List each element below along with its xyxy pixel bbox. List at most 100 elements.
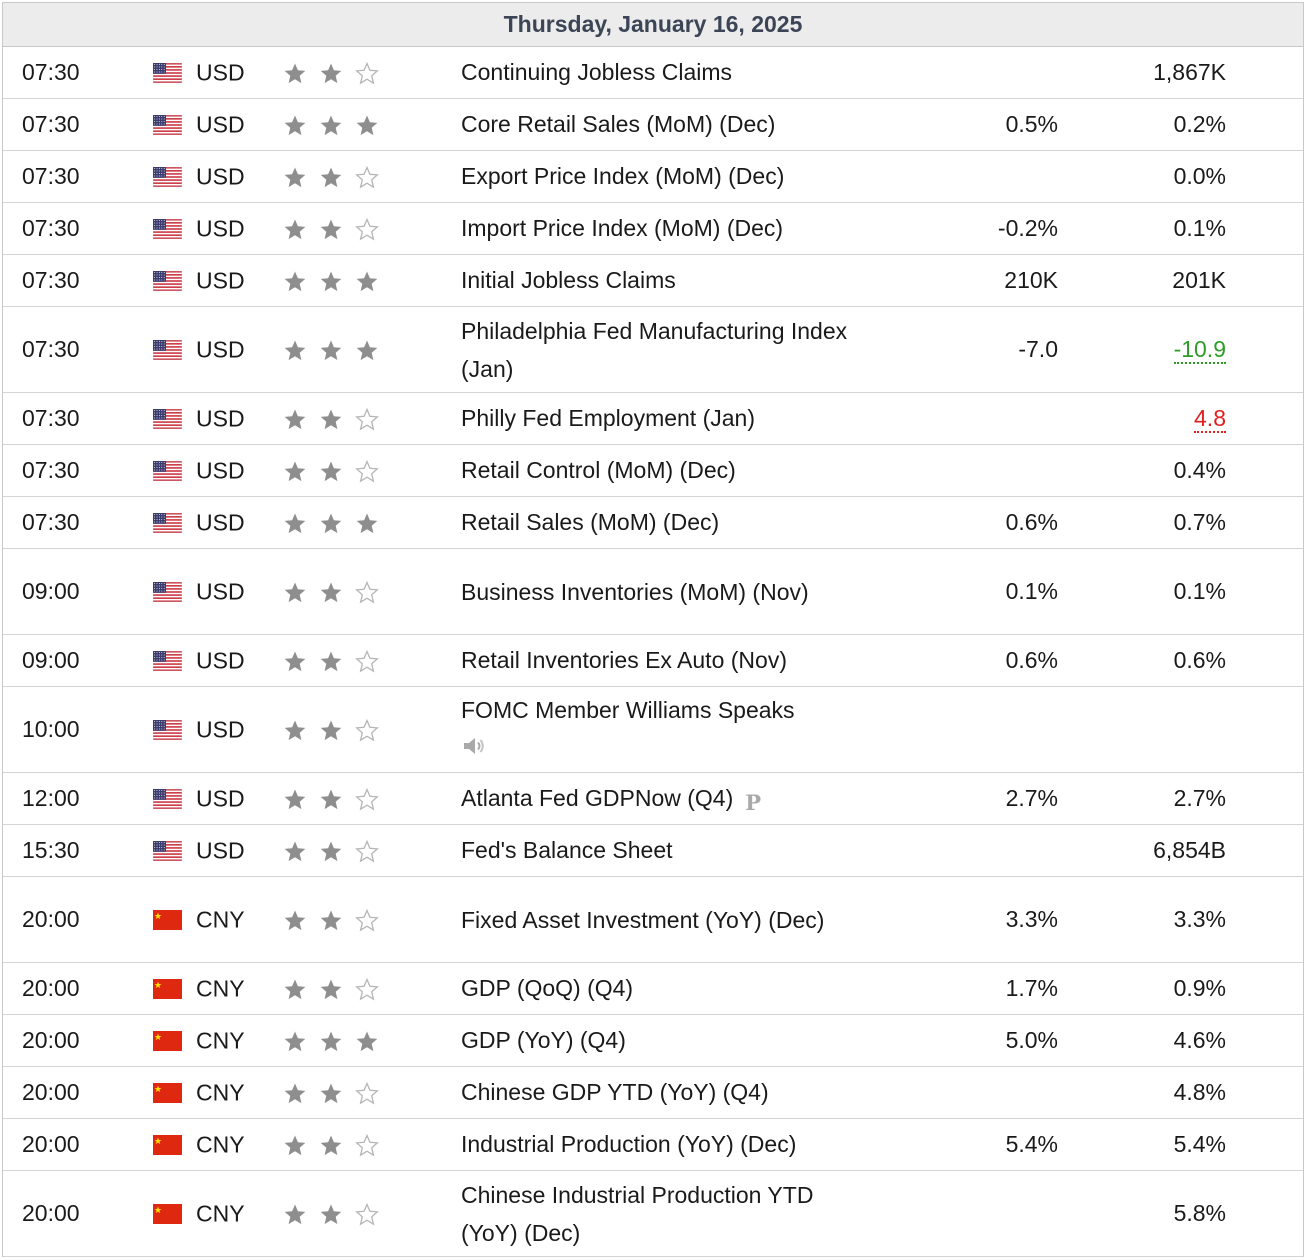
forecast-value	[881, 1170, 1058, 1257]
event-row[interactable]: 09:00 USD Retail Inventories Ex Auto (Nov)…	[3, 634, 1303, 687]
event-name[interactable]: Industrial Production (YoY) (Dec)	[461, 1131, 797, 1157]
star-filled-icon	[283, 408, 307, 432]
event-row[interactable]: 15:30 USD Fed's Balance Sheet 6,854B	[3, 824, 1303, 877]
event-name-cell[interactable]: Chinese Industrial Production YTD (YoY) …	[461, 1170, 881, 1257]
event-name[interactable]: Atlanta Fed GDPNow (Q4)	[461, 785, 734, 811]
event-name-cell[interactable]: Philadelphia Fed Manufacturing Index (Ja…	[461, 306, 881, 393]
event-name[interactable]: GDP (QoQ) (Q4)	[461, 975, 634, 1001]
event-name-cell[interactable]: Business Inventories (MoM) (Nov)	[461, 548, 881, 635]
actual-value: 0.1%	[1058, 548, 1226, 635]
event-row[interactable]: 07:30 USD Retail Control (MoM) (Dec) 0.4%	[3, 444, 1303, 497]
event-name-cell[interactable]: Fixed Asset Investment (YoY) (Dec)	[461, 876, 881, 963]
event-name[interactable]: Chinese GDP YTD (YoY) (Q4)	[461, 1079, 769, 1105]
event-name-cell[interactable]: Industrial Production (YoY) (Dec)	[461, 1118, 881, 1171]
event-name[interactable]: Fixed Asset Investment (YoY) (Dec)	[461, 906, 825, 933]
actual-value-text: 1,867K	[1153, 59, 1226, 85]
event-name[interactable]: Core Retail Sales (MoM) (Dec)	[461, 111, 776, 137]
event-name[interactable]: Philly Fed Employment (Jan)	[461, 405, 755, 431]
row-spacer	[1226, 548, 1303, 635]
event-name-cell[interactable]: Atlanta Fed GDPNow (Q4) P	[461, 772, 881, 825]
cn-flag-icon	[153, 978, 182, 1000]
event-name[interactable]: Chinese Industrial Production YTD (YoY) …	[461, 1181, 814, 1246]
star-filled-icon	[355, 512, 379, 536]
event-time: 07:30	[3, 392, 153, 445]
event-row[interactable]: 20:00 CNY Industrial Production (YoY) (Dec…	[3, 1118, 1303, 1171]
actual-value: 0.4%	[1058, 444, 1226, 497]
event-name[interactable]: Philadelphia Fed Manufacturing Index (Ja…	[461, 317, 848, 382]
event-name[interactable]: Retail Control (MoM) (Dec)	[461, 457, 736, 483]
event-name-cell[interactable]: Core Retail Sales (MoM) (Dec)	[461, 98, 881, 151]
event-time: 07:30	[3, 496, 153, 549]
currency-code: USD	[196, 785, 245, 812]
event-row[interactable]: 09:00 USD Business Inventories (MoM) (Nov)…	[3, 548, 1303, 635]
event-name-cell[interactable]: Philly Fed Employment (Jan)	[461, 392, 881, 445]
currency-cell: USD	[152, 824, 283, 877]
event-name-cell[interactable]: Fed's Balance Sheet	[461, 824, 881, 877]
event-name-cell[interactable]: Export Price Index (MoM) (Dec)	[461, 150, 881, 203]
event-row[interactable]: 20:00 CNY Chinese GDP YTD (YoY) (Q4) 4.8%	[3, 1066, 1303, 1119]
event-name-cell[interactable]: GDP (QoQ) (Q4)	[461, 962, 881, 1015]
star-filled-icon	[319, 978, 343, 1002]
event-row[interactable]: 07:30 USD Export Price Index (MoM) (Dec) 0.…	[3, 150, 1303, 203]
star-filled-icon	[319, 719, 343, 743]
row-spacer	[1226, 1014, 1303, 1067]
actual-value: -10.9	[1058, 306, 1226, 393]
event-row[interactable]: 20:00 CNY Fixed Asset Investment (YoY) (De…	[3, 876, 1303, 963]
event-name-cell[interactable]: Retail Sales (MoM) (Dec)	[461, 496, 881, 549]
event-row[interactable]: 07:30 USD Philadelphia Fed Manufacturing I…	[3, 306, 1303, 393]
currency-cell: USD	[152, 254, 283, 307]
event-name[interactable]: Import Price Index (MoM) (Dec)	[461, 215, 784, 241]
actual-value: 201K	[1058, 254, 1226, 307]
star-filled-icon	[319, 512, 343, 536]
currency-code: USD	[196, 405, 245, 432]
event-name-cell[interactable]: Retail Inventories Ex Auto (Nov)	[461, 634, 881, 687]
event-row[interactable]: 07:30 USD Initial Jobless Claims 210K 201K	[3, 254, 1303, 307]
star-filled-icon	[319, 840, 343, 864]
event-name[interactable]: Initial Jobless Claims	[461, 267, 676, 293]
star-empty-icon	[355, 407, 379, 432]
star-empty-icon	[355, 908, 379, 933]
event-row[interactable]: 10:00 USD FOMC Member Williams Speaks	[3, 686, 1303, 773]
row-spacer	[1226, 634, 1303, 687]
event-time: 20:00	[3, 1170, 153, 1257]
event-row[interactable]: 20:00 CNY Chinese Industrial Production YT…	[3, 1170, 1303, 1257]
event-row[interactable]: 07:30 USD Retail Sales (MoM) (Dec) 0.6% 0.7%	[3, 496, 1303, 549]
event-name-cell[interactable]: Chinese GDP YTD (YoY) (Q4)	[461, 1066, 881, 1119]
event-name-cell[interactable]: Retail Control (MoM) (Dec)	[461, 444, 881, 497]
event-row[interactable]: 07:30 USD Philly Fed Employment (Jan) 4.8	[3, 392, 1303, 445]
actual-value: 4.8%	[1058, 1066, 1226, 1119]
event-name[interactable]: Fed's Balance Sheet	[461, 837, 673, 863]
speaker-icon[interactable]	[461, 731, 487, 769]
event-name[interactable]: Retail Inventories Ex Auto (Nov)	[461, 647, 787, 673]
currency-code: CNY	[196, 1200, 245, 1227]
event-name[interactable]: Business Inventories (MoM) (Nov)	[461, 578, 809, 605]
event-name[interactable]: Export Price Index (MoM) (Dec)	[461, 163, 785, 189]
currency-cell: CNY	[153, 1118, 283, 1171]
event-name-cell[interactable]: Continuing Jobless Claims	[461, 47, 881, 99]
event-name[interactable]: Continuing Jobless Claims	[461, 59, 733, 85]
event-name-cell[interactable]: FOMC Member Williams Speaks	[461, 686, 881, 773]
event-name[interactable]: Retail Sales (MoM) (Dec)	[461, 509, 720, 535]
forecast-value: 0.1%	[881, 548, 1058, 635]
event-name[interactable]: GDP (YoY) (Q4)	[461, 1027, 626, 1053]
forecast-value: 0.6%	[881, 634, 1058, 687]
event-row[interactable]: 12:00 USD Atlanta Fed GDPNow (Q4) P 2.7% 2.7%	[3, 772, 1303, 825]
event-row[interactable]: 07:30 USD Core Retail Sales (MoM) (Dec) 0.5…	[3, 98, 1303, 151]
currency-code: CNY	[196, 1131, 245, 1158]
event-row[interactable]: 20:00 CNY GDP (QoQ) (Q4) 1.7% 0.9%	[3, 962, 1303, 1015]
importance-rating	[283, 1066, 461, 1119]
event-name-cell[interactable]: Import Price Index (MoM) (Dec)	[461, 202, 881, 255]
currency-code: CNY	[196, 1027, 245, 1054]
us-flag-icon	[152, 581, 183, 603]
event-row[interactable]: 07:30 USD Continuing Jobless Claims 1,867K	[3, 47, 1303, 99]
event-row[interactable]: 20:00 CNY GDP (YoY) (Q4) 5.0% 4.6%	[3, 1014, 1303, 1067]
row-spacer	[1226, 1066, 1303, 1119]
star-filled-icon	[283, 1082, 307, 1106]
event-time: 20:00	[3, 1066, 153, 1119]
star-filled-icon	[319, 1082, 343, 1106]
event-name-cell[interactable]: Initial Jobless Claims	[461, 254, 881, 307]
event-name[interactable]: FOMC Member Williams Speaks	[461, 696, 795, 723]
event-name-cell[interactable]: GDP (YoY) (Q4)	[461, 1014, 881, 1067]
event-row[interactable]: 07:30 USD Import Price Index (MoM) (Dec) -0…	[3, 202, 1303, 255]
star-filled-icon	[283, 218, 307, 242]
